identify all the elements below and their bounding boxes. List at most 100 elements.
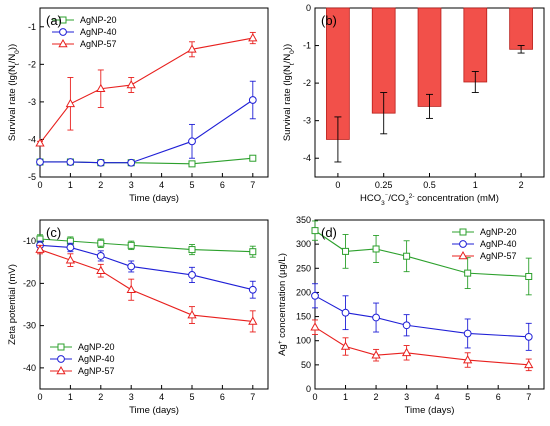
data-point: [188, 160, 196, 168]
panel-3: 0 1 2 3 4 5 6 7 0 50 100 150 200 250 300 350 Time (days)…: [277, 215, 545, 416]
data-point: [464, 269, 472, 277]
legend-marker: [459, 240, 467, 248]
panel-label: (d): [321, 225, 337, 240]
data-point: [463, 355, 473, 364]
panel-label: (b): [321, 13, 337, 28]
legend-entry: AgNP-20: [480, 227, 517, 237]
y-axis-label-part: t: [14, 63, 21, 65]
data-point: [310, 322, 320, 331]
data-point: [188, 137, 196, 146]
data-point: [249, 248, 257, 256]
bar: [417, 7, 442, 107]
data-point: [524, 332, 533, 341]
y-axis-label-part: 0: [289, 50, 296, 54]
y-axis-label-part: /N: [7, 54, 18, 64]
y-axis-label-part: )): [7, 44, 18, 50]
data-point: [127, 158, 136, 167]
data-point: [463, 329, 472, 338]
x-tick-label: 0: [37, 180, 42, 190]
series-AgNP-57: [35, 244, 258, 333]
data-point: [371, 350, 381, 359]
series-line: [39, 37, 253, 144]
y-axis-label-part: concentration (μg/L): [277, 253, 288, 340]
plot-frame: [39, 219, 269, 390]
x-tick-label: 2: [98, 392, 103, 402]
data-point: [525, 272, 533, 280]
data-point: [96, 252, 105, 260]
legend-entry: AgNP-40: [78, 354, 115, 364]
y-axis-label-part: 0: [14, 50, 21, 54]
y-tick-label: 50: [301, 360, 311, 370]
x-tick-label: 3: [129, 180, 134, 190]
x-axis-label-part: /CO: [388, 193, 405, 204]
x-tick-label: 6: [220, 392, 225, 402]
data-point: [340, 341, 351, 350]
legend: AgNP-20 AgNP-40 AgNP-57: [52, 15, 117, 49]
legend-marker: [59, 16, 67, 24]
legend-marker: [57, 355, 65, 363]
data-point: [97, 239, 105, 247]
data-point: [311, 291, 319, 300]
x-tick-label: 1: [473, 180, 478, 190]
x-tick-label: 2: [98, 180, 103, 190]
y-axis-label-part: Survival rate (lg(N: [7, 65, 18, 141]
data-point: [248, 96, 257, 104]
y-tick-label: 200: [296, 287, 311, 297]
data-point: [248, 316, 258, 325]
x-tick-label: 5: [465, 392, 470, 402]
x-tick-label: 6: [220, 180, 225, 190]
data-point: [187, 310, 197, 319]
x-axis-label-part: 3: [405, 200, 409, 207]
bar: [463, 7, 488, 83]
y-tick-label: -4: [28, 134, 36, 144]
x-axis-label-part: HCO: [360, 193, 381, 204]
legend-marker: [56, 365, 66, 375]
series-AgNP-40: [36, 240, 257, 299]
x-tick-label: 0: [37, 392, 42, 402]
y-axis-label: Survival rate (lg(Nt/N0)): [282, 44, 296, 141]
panel-0: 0 1 2 3 4 5 6 7 -5 -4 -3 -2 -1 Time (days) Survival ra…: [7, 7, 269, 204]
x-axis-label: Time (days): [405, 405, 455, 416]
y-axis-label-part: /N: [282, 54, 293, 64]
legend-entry: AgNP-57: [78, 366, 115, 376]
x-tick-label: 4: [159, 180, 164, 190]
panel-label: (a): [46, 13, 62, 28]
series-line: [40, 99, 254, 164]
data-point: [401, 347, 412, 357]
y-tick-label: -3: [303, 116, 311, 126]
x-tick-label: 4: [435, 392, 440, 402]
x-axis-label-part: concentration (mM): [415, 193, 499, 204]
y-axis-label-part: Survival rate (lg(N: [282, 65, 293, 141]
y-tick-label: -2: [28, 59, 36, 69]
x-tick-label: 0: [335, 180, 340, 190]
x-tick-label: 0.25: [375, 180, 393, 190]
data-point: [342, 247, 350, 255]
data-point: [127, 262, 136, 271]
y-axis-label: Zeta potential (mV): [7, 264, 18, 345]
x-axis-label-part: ⁻: [385, 193, 389, 200]
x-tick-label: 4: [159, 392, 164, 402]
series-line: [39, 238, 253, 253]
data-point: [96, 265, 106, 274]
x-axis-label: Time (days): [129, 405, 179, 416]
y-tick-label: 350: [296, 215, 311, 225]
series-line: [314, 230, 529, 278]
legend-entry: AgNP-57: [480, 251, 517, 261]
y-tick-label: -2: [303, 78, 311, 88]
data-point: [187, 44, 197, 53]
x-axis-label-part: 3: [381, 200, 385, 207]
series-AgNP-40: [36, 80, 257, 167]
data-point: [127, 241, 135, 249]
data-point: [403, 252, 411, 260]
plot-frame: [39, 7, 269, 178]
x-tick-label: 2: [519, 180, 524, 190]
y-tick-label: -3: [28, 97, 36, 107]
data-point: [66, 243, 75, 252]
x-tick-label: 1: [68, 180, 73, 190]
data-point: [249, 154, 257, 162]
y-tick-label: -20: [23, 278, 36, 288]
legend: AgNP-20 AgNP-40 AgNP-57: [452, 227, 517, 261]
x-tick-label: 7: [526, 392, 531, 402]
y-tick-label: -4: [303, 153, 311, 163]
